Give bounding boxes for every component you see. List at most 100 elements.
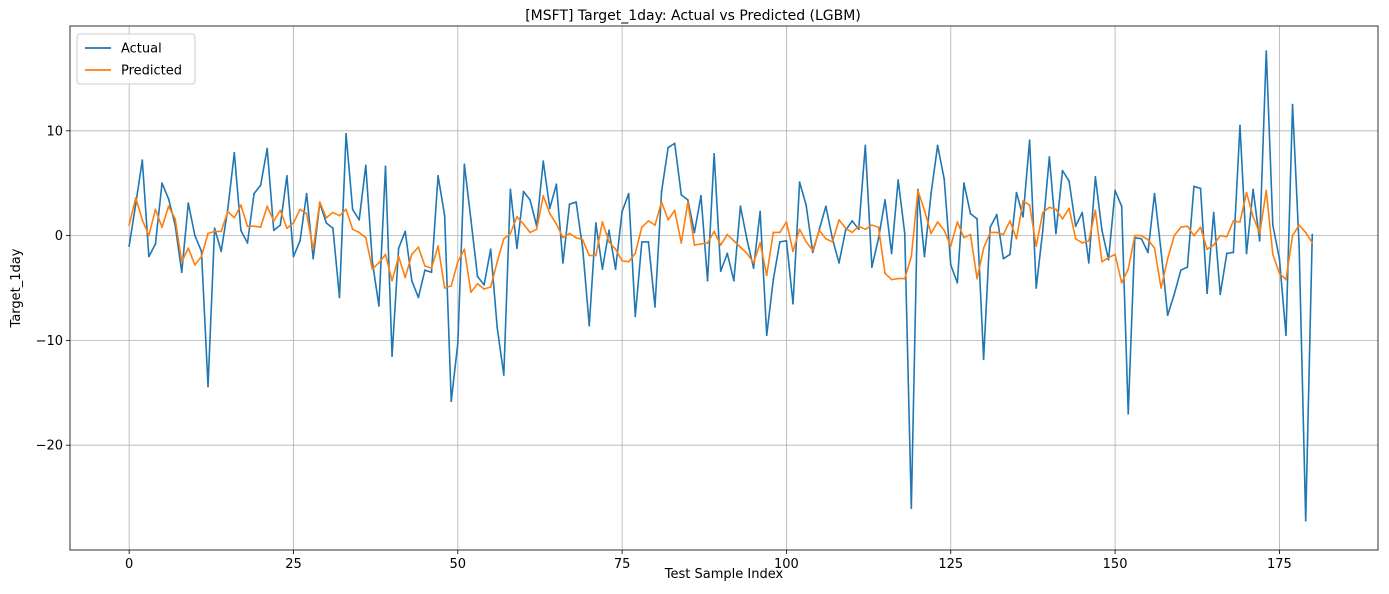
data-point-predicted (1133, 234, 1136, 237)
data-point-predicted (529, 231, 531, 234)
data-point-actual (778, 240, 781, 243)
data-point-predicted (502, 237, 505, 240)
data-point-actual (680, 193, 683, 196)
data-point-actual (483, 283, 485, 286)
y-tick-label: −20 (36, 439, 63, 454)
data-point-predicted (1068, 207, 1070, 210)
data-point-predicted (147, 234, 150, 237)
data-point-predicted (1173, 234, 1176, 237)
data-point-predicted (1087, 239, 1090, 242)
data-point-actual (627, 192, 630, 195)
data-point-predicted (417, 246, 420, 249)
data-point-actual (824, 205, 827, 208)
data-point-actual (371, 260, 374, 263)
data-point-actual (608, 229, 610, 232)
data-point-predicted (844, 227, 847, 230)
data-point-actual (1179, 269, 1182, 272)
x-tick-label: 75 (614, 557, 631, 572)
data-point-actual (811, 251, 814, 254)
data-point-actual (726, 252, 729, 255)
data-point-actual (1278, 257, 1281, 260)
data-point-actual (1094, 176, 1097, 178)
data-point-predicted (318, 201, 321, 203)
data-point-predicted (1212, 244, 1215, 246)
data-point-predicted (989, 231, 992, 234)
data-point-actual (1193, 185, 1195, 188)
data-point-actual (864, 144, 867, 147)
data-point-predicted (713, 230, 716, 233)
data-point-actual (982, 358, 985, 361)
data-point-actual (647, 240, 650, 243)
data-point-predicted (391, 279, 393, 282)
data-point-predicted (647, 220, 650, 222)
data-point-actual (588, 324, 591, 327)
data-point-actual (154, 243, 157, 245)
data-point-predicted (1061, 217, 1064, 220)
data-point-actual (161, 182, 163, 185)
data-point-predicted (450, 285, 453, 287)
data-point-predicted (312, 248, 315, 251)
data-point-predicted (286, 227, 288, 230)
data-point-actual (594, 222, 597, 224)
data-point-predicted (660, 201, 663, 203)
data-point-actual (963, 182, 965, 185)
data-point-predicted (831, 240, 834, 243)
data-point-actual (976, 217, 978, 220)
data-point-predicted (456, 260, 459, 263)
data-point-actual (456, 342, 459, 345)
data-point-predicted (1107, 256, 1110, 259)
data-point-actual (798, 181, 801, 184)
x-tick-label: 0 (125, 557, 133, 572)
x-tick-label: 175 (1267, 557, 1292, 572)
data-point-actual (956, 281, 959, 284)
data-point-predicted (1041, 211, 1044, 214)
data-point-actual (969, 212, 972, 215)
data-point-predicted (1278, 272, 1281, 275)
data-point-actual (502, 374, 505, 376)
data-point-predicted (410, 253, 413, 256)
data-point-actual (686, 199, 689, 201)
data-point-predicted (1055, 208, 1057, 211)
data-point-actual (397, 247, 400, 250)
data-point-predicted (548, 212, 551, 215)
data-point-actual (621, 210, 624, 213)
data-point-actual (870, 266, 873, 268)
data-point-predicted (364, 236, 367, 239)
data-point-actual (930, 192, 932, 195)
data-point-actual (325, 222, 328, 224)
data-point-actual (437, 174, 439, 177)
data-point-predicted (200, 255, 203, 258)
legend-label: Actual (121, 42, 162, 57)
data-point-predicted (496, 260, 499, 263)
data-point-actual (772, 278, 775, 281)
data-point-predicted (332, 211, 334, 214)
data-point-actual (838, 261, 840, 264)
data-point-actual (877, 237, 880, 240)
data-point-actual (200, 250, 203, 253)
data-point-actual (739, 205, 742, 208)
chart-title: [MSFT] Target_1day: Actual vs Predicted … (525, 8, 861, 24)
data-point-predicted (1022, 200, 1024, 202)
data-point-predicted (141, 218, 144, 221)
data-point-actual (660, 190, 663, 193)
data-point-actual (1140, 237, 1143, 240)
data-point-predicted (824, 237, 827, 240)
data-point-actual (1298, 245, 1301, 247)
data-point-predicted (259, 226, 262, 229)
data-point-predicted (976, 277, 978, 280)
data-point-predicted (1028, 204, 1031, 207)
data-point-actual (378, 304, 380, 307)
data-point-actual (634, 315, 637, 318)
data-point-actual (562, 261, 564, 264)
data-point-actual (430, 271, 433, 274)
data-point-actual (312, 257, 315, 260)
data-point-predicted (522, 223, 525, 225)
data-point-predicted (956, 221, 959, 223)
data-point-actual (1258, 239, 1261, 242)
data-point-actual (1199, 187, 1202, 190)
data-point-predicted (890, 278, 893, 281)
data-point-predicted (233, 216, 236, 219)
data-point-predicted (470, 291, 472, 294)
data-point-predicted (778, 231, 781, 234)
data-point-actual (1186, 266, 1189, 268)
